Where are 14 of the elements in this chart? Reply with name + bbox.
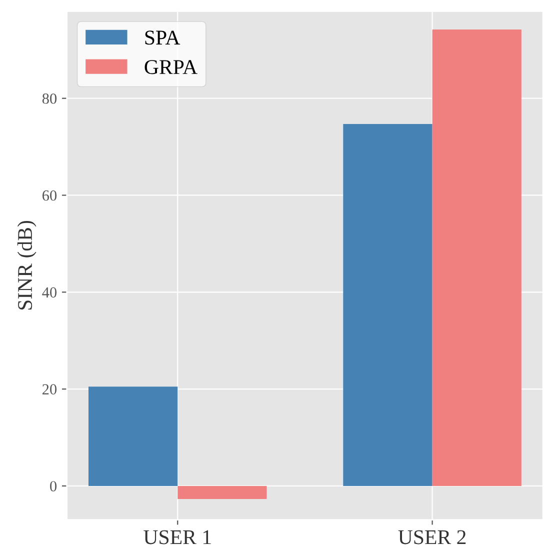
y-tick-label: 20 (42, 384, 57, 394)
x-tick-label: USER 2 (398, 530, 466, 544)
legend-label: SPA (145, 30, 180, 45)
y-axis-title: SINR (dB) (17, 220, 36, 310)
bar (178, 486, 267, 500)
legend-label: GRPA (144, 60, 198, 74)
y-tick-label: 0 (50, 481, 57, 492)
y-tick-label: 80 (42, 93, 57, 104)
y-tick-label: 40 (42, 287, 57, 298)
bar (88, 386, 178, 486)
bar (343, 124, 432, 486)
y-tick-label: 60 (42, 190, 57, 201)
x-tick-label: USER 1 (144, 530, 211, 544)
bar (432, 30, 522, 486)
